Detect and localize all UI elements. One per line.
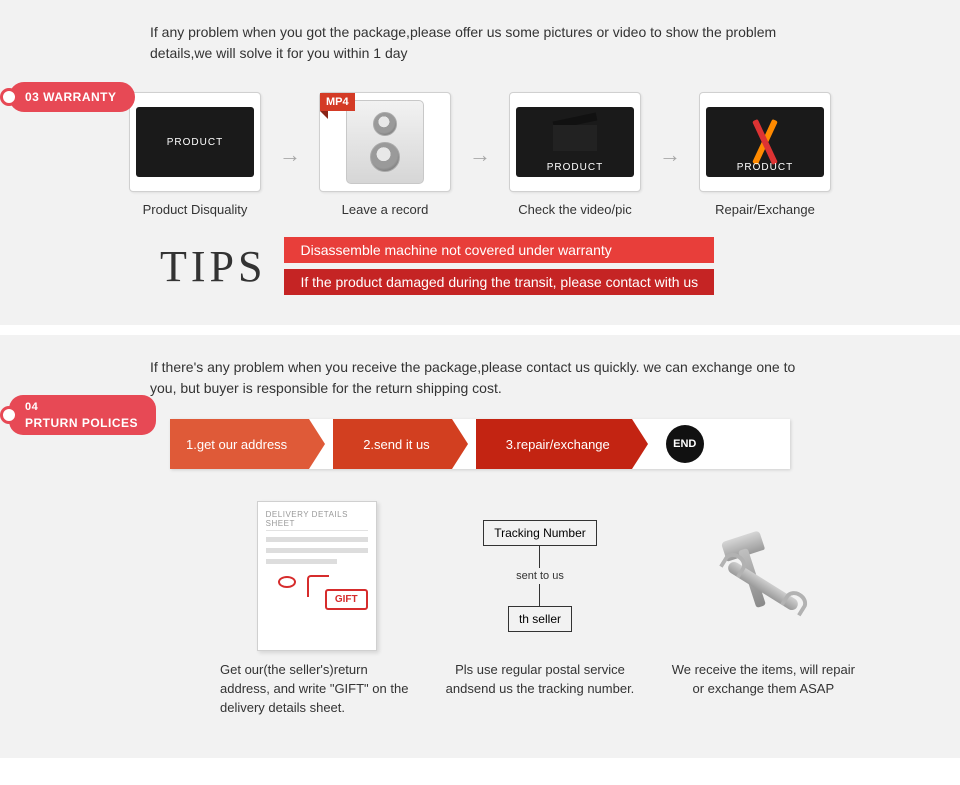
warranty-badge-label: 03 WARRANTY [9,82,135,112]
arrow-icon: → [279,142,301,168]
tips-block: TIPS Disassemble machine not covered und… [160,237,960,295]
video-card: PRODUCT [509,92,641,192]
warranty-step-3: PRODUCT Check the video/pic [509,92,641,217]
proc-step-3: 3.repair/exchange [476,419,632,469]
warranty-step1-caption: Product Disquality [143,202,248,217]
product-card: PRODUCT [129,92,261,192]
return-badge: 04 PRTURN POLICES [0,395,156,435]
proc-end: END [666,425,704,463]
return-col-1: DELIVERY DETAILS SHEET GIFT Get our(the … [220,501,413,718]
warranty-step-1: PRODUCT Product Disquality [129,92,261,217]
return-cap-3: We receive the items, will repair or exc… [667,661,860,699]
tools-icon [713,526,813,626]
return-intro: If there's any problem when you receive … [0,357,960,399]
return-col-3: We receive the items, will repair or exc… [667,501,860,718]
warranty-intro: If any problem when you got the package,… [0,22,960,64]
return-cap-1: Get our(the seller's)return address, and… [220,661,413,718]
arrow-icon: → [659,142,681,168]
tip-bar-2: If the product damaged during the transi… [284,269,714,295]
warranty-steps: PRODUCT Product Disquality → MP4 Leave a… [0,92,960,217]
proc-step-2: 2.send it us [333,419,452,469]
warranty-step-2: MP4 Leave a record [319,92,451,217]
warranty-badge: 03 WARRANTY [0,82,135,112]
gift-label: GIFT [325,589,368,610]
return-process: 1.get our address 2.send it us 3.repair/… [170,419,790,469]
warranty-step4-caption: Repair/Exchange [715,202,815,217]
arrow-icon: → [469,142,491,168]
delivery-sheet-icon: DELIVERY DETAILS SHEET GIFT [257,501,377,651]
mp4-tag: MP4 [320,93,355,111]
return-section: 04 PRTURN POLICES If there's any problem… [0,335,960,758]
tracking-flow-icon: Tracking Number sent to us th seller [483,520,597,633]
mp4-card: MP4 [319,92,451,192]
repair-card: PRODUCT [699,92,831,192]
warranty-step-4: PRODUCT Repair/Exchange [699,92,831,217]
return-badge-num: 04 [25,399,138,415]
warranty-section: 03 WARRANTY If any problem when you got … [0,0,960,325]
proc-step-1: 1.get our address [170,419,309,469]
warranty-step3-caption: Check the video/pic [518,202,631,217]
warranty-step2-caption: Leave a record [342,202,429,217]
return-cap-2: Pls use regular postal service andsend u… [443,661,636,699]
tips-title: TIPS [160,241,266,292]
return-details: DELIVERY DETAILS SHEET GIFT Get our(the … [0,469,960,718]
return-badge-label: PRTURN POLICES [25,415,138,431]
tip-bar-1: Disassemble machine not covered under wa… [284,237,714,263]
return-col-2: Tracking Number sent to us th seller Pls… [443,501,636,718]
